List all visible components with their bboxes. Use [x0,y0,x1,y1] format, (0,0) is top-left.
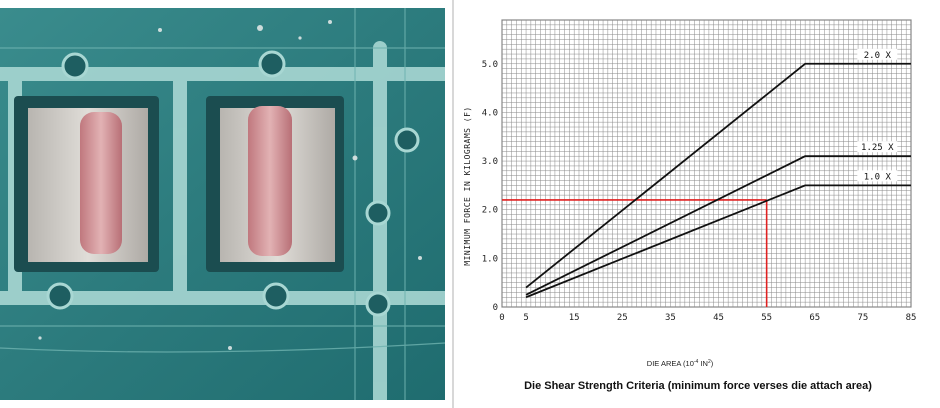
y-tick-label: 1.0 [482,254,498,264]
axis-ticks: 0 5 15 25 35 45 55 65 75 85 0 1.0 2.0 3.0 4.0 5.0 [482,60,917,323]
x-tick-label: 65 [809,313,820,323]
x-tick-label: 45 [713,313,724,323]
x-axis-label-sup2: 2 [708,359,711,365]
x-axis-label-mid: IN [698,359,708,368]
series-lines: 2.0 X 1.25 X 1.0 X [525,48,911,299]
series-label: 1.0 X [864,172,892,182]
chart-title: Die Shear Strength Criteria (minimum for… [524,380,872,392]
y-tick-label: 5.0 [482,60,498,70]
x-axis-label: DIE AREA (10-4 IN2) [647,359,714,368]
y-tick-label: 0 [493,303,498,313]
series-label: 2.0 X [864,51,892,61]
series-line [525,62,911,289]
x-tick-label: 55 [761,313,772,323]
x-tick-label: 35 [665,313,676,323]
series-label-bg [857,48,898,60]
x-tick-label: 15 [569,313,580,323]
y-axis-label: MINIMUM FORCE IN KILOGRAMS (F) [463,106,472,266]
y-tick-label: 3.0 [482,157,498,167]
x-tick-label: 85 [906,313,917,323]
chart-grid [501,19,912,308]
x-tick-label: 0 [499,313,504,323]
circuit-board-image [0,8,445,400]
series-label: 1.25 X [861,143,894,153]
series-label-bg [857,170,898,182]
x-axis-label-main: DIE AREA (10 [647,359,694,368]
x-axis-label-end: ) [711,359,714,368]
plot-area [501,19,912,308]
chart-svg: 2.0 X 1.25 X 1.0 X 0 5 15 25 35 45 55 65 75 85 0 1.0 2… [463,19,917,368]
x-axis-label-sup1: -4 [694,359,699,365]
panel-divider [452,0,454,408]
die-shear-chart: 2.0 X 1.25 X 1.0 X 0 5 15 25 35 45 55 65 75 85 0 1.0 2… [456,0,940,408]
series-line [525,155,911,296]
x-tick-label: 25 [617,313,628,323]
series-line [525,184,911,299]
y-tick-label: 2.0 [482,206,498,216]
x-tick-label: 5 [523,313,528,323]
x-tick-label: 75 [857,313,868,323]
y-tick-label: 4.0 [482,108,498,118]
circuit-board-photo [0,8,445,400]
series-label-bg [857,141,898,153]
